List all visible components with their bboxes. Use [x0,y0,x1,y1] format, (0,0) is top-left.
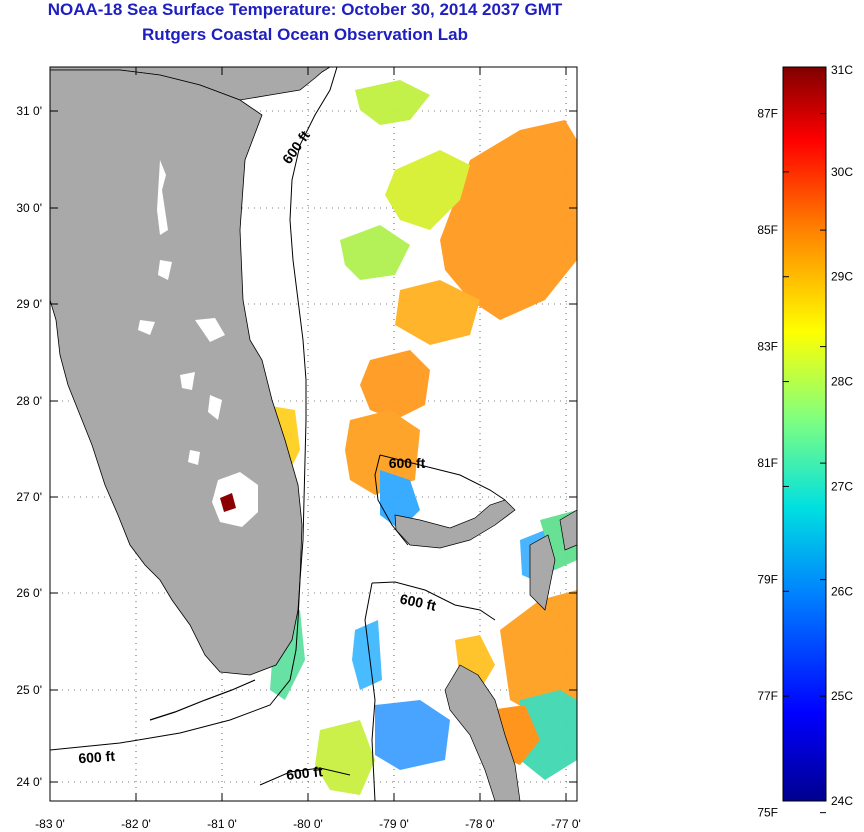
lat-tick-label: 27 0' [16,490,42,504]
colorbar-fahrenheit-label: 87F [757,107,778,121]
lat-tick-label: 31 0' [16,104,42,118]
colorbar-celsius-label: 27C [831,479,853,493]
lat-tick-label: 28 0' [16,394,42,408]
contour-label-keys: 600 ft [78,748,116,767]
colorbar-celsius-label: 24C [831,794,853,808]
colorbar-celsius-label: 31C [831,63,853,77]
lon-tick-label: -78 0' [465,817,495,831]
florida-land [50,67,331,721]
lon-tick-label: -80 0' [293,817,323,831]
colorbar-celsius-label: 29C [831,270,853,284]
lon-tick-label: -82 0' [121,817,151,831]
colorbar-celsius-label: 30C [831,165,853,179]
lon-tick-label: -79 0' [379,817,409,831]
colorbar-celsius-label: 26C [831,584,853,598]
lon-tick-label: -81 0' [207,817,237,831]
lon-tick-label: -77 0' [551,817,581,831]
depth-contour-600ft [50,67,506,801]
colorbar-fahrenheit-label: 81F [757,456,778,470]
colorbar-celsius-label: 28C [831,375,853,389]
lat-tick-label: 29 0' [16,297,42,311]
contour-label-bahamas: 600 ft [389,455,426,471]
colorbar-fahrenheit-label: 85F [757,223,778,237]
contour-label-southeast: 600 ft [285,763,323,783]
map-title: NOAA-18 Sea Surface Temperature: October… [47,0,563,19]
colorbar-fahrenheit-label: 83F [757,340,778,354]
colorbar-celsius-label: 25C [831,689,853,703]
colorbar-fahrenheit-label: 75F [757,806,778,820]
lon-tick-label: -83 0' [35,817,65,831]
map-axes: 31 0' 30 0' 29 0' 28 0' 27 0' 26 0' 25 0' 24 0'… [16,67,581,831]
contour-label-south-bahamas: 600 ft [398,590,437,613]
lat-tick-label: 24 0' [16,775,42,789]
lat-tick-label: 30 0' [16,201,42,215]
colorbar [782,66,827,802]
bahamas-land [394,499,577,801]
map-frame [49,66,578,802]
lat-tick-label: 26 0' [16,586,42,600]
colorbar-fahrenheit-label: 77F [757,689,778,703]
map-subtitle: Rutgers Coastal Ocean Observation Lab [142,25,468,44]
lat-tick-label: 25 0' [16,683,42,697]
colorbar-labels: 31C 30C 29C 28C 27C 26C 25C 24C 87F 85F 83F 81F 79F 7… [757,63,853,820]
colorbar-fahrenheit-label: 79F [757,573,778,587]
